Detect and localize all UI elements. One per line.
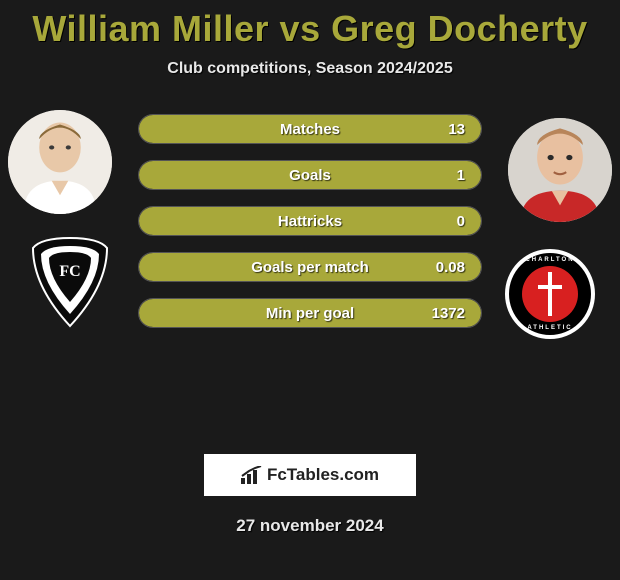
bar-label: Hattricks bbox=[139, 207, 481, 236]
brand-box[interactable]: FcTables.com bbox=[204, 454, 416, 496]
comparison-content: FC CHARLTON ATHLETIC Matches 13 Goals 1 … bbox=[0, 106, 620, 446]
bar-value: 13 bbox=[448, 115, 465, 144]
stat-bar: Matches 13 bbox=[138, 114, 482, 144]
club-right-name-bot: ATHLETIC bbox=[509, 325, 591, 331]
club-left-badge: FC bbox=[20, 232, 120, 332]
bar-label: Goals bbox=[139, 161, 481, 190]
club-right-name-top: CHARLTON bbox=[509, 257, 591, 263]
page-subtitle: Club competitions, Season 2024/2025 bbox=[0, 60, 620, 78]
sword-icon bbox=[548, 272, 552, 316]
club-inner-icon bbox=[522, 266, 578, 322]
player-left-avatar bbox=[8, 110, 112, 214]
bar-value: 1372 bbox=[432, 299, 465, 328]
club-circle-icon: CHARLTON ATHLETIC bbox=[505, 249, 595, 339]
stat-bars: Matches 13 Goals 1 Hattricks 0 Goals per… bbox=[138, 114, 482, 344]
footer-date: 27 november 2024 bbox=[0, 516, 620, 536]
stat-bar: Min per goal 1372 bbox=[138, 298, 482, 328]
person-icon bbox=[508, 118, 612, 222]
stat-bar: Goals per match 0.08 bbox=[138, 252, 482, 282]
brand-text: FcTables.com bbox=[267, 465, 379, 485]
bar-label: Goals per match bbox=[139, 253, 481, 282]
player-right-avatar bbox=[508, 118, 612, 222]
sword-guard-icon bbox=[538, 285, 562, 289]
person-icon bbox=[8, 110, 112, 214]
bar-label: Matches bbox=[139, 115, 481, 144]
bar-value: 1 bbox=[457, 161, 465, 190]
bar-value: 0.08 bbox=[436, 253, 465, 282]
stat-bar: Hattricks 0 bbox=[138, 206, 482, 236]
stat-bar: Goals 1 bbox=[138, 160, 482, 190]
bar-label: Min per goal bbox=[139, 299, 481, 328]
page-title: William Miller vs Greg Docherty bbox=[0, 0, 620, 50]
bar-value: 0 bbox=[457, 207, 465, 236]
shield-icon: FC bbox=[29, 236, 111, 328]
chart-icon bbox=[241, 466, 263, 484]
svg-text:FC: FC bbox=[59, 263, 80, 280]
club-right-badge: CHARLTON ATHLETIC bbox=[500, 244, 600, 344]
